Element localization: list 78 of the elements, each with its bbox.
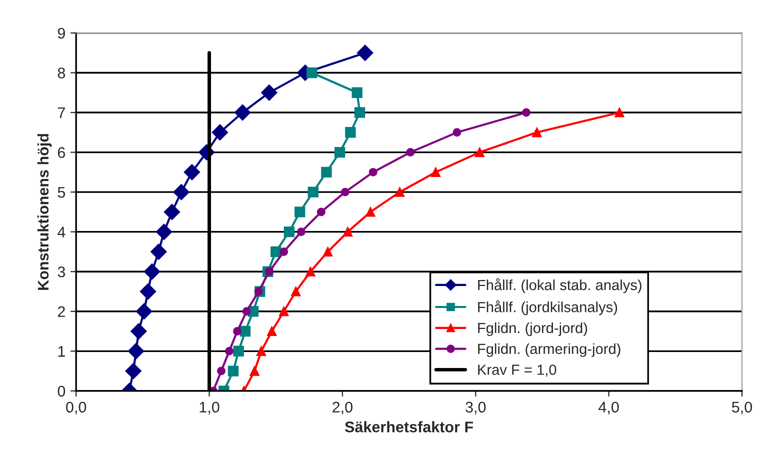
y-tick-label: 2 (58, 306, 65, 317)
point (345, 127, 356, 138)
point (233, 346, 244, 357)
point (140, 283, 156, 300)
point (474, 148, 484, 158)
point (296, 228, 306, 236)
point (532, 128, 542, 138)
point (150, 244, 167, 260)
x-tick-label: 4,0 (598, 402, 619, 414)
point (240, 326, 251, 337)
y-tick-label: 9 (58, 28, 65, 39)
x-tick-label: 3,0 (466, 402, 486, 414)
point (267, 326, 277, 336)
point (368, 168, 378, 176)
x-tick-label: 1,0 (200, 402, 220, 414)
y-tick-label: 6 (58, 147, 66, 158)
point (217, 366, 226, 376)
point (228, 366, 239, 376)
point (128, 343, 144, 360)
point (233, 327, 242, 336)
point (136, 303, 152, 320)
point (452, 128, 462, 137)
x-tick-label: 0,0 (66, 402, 86, 414)
point (164, 204, 180, 220)
point (342, 227, 353, 237)
point (294, 206, 306, 218)
point (279, 306, 289, 316)
point (357, 44, 374, 61)
y-tick-label: 3 (58, 266, 66, 278)
y-tick-label: 8 (58, 68, 66, 78)
point (321, 166, 332, 178)
point (250, 366, 260, 376)
point (280, 247, 288, 256)
point (354, 107, 366, 118)
point (406, 148, 415, 157)
point (242, 307, 251, 316)
point (234, 104, 251, 121)
point (366, 207, 376, 217)
point (125, 362, 142, 380)
legend-label: Fglidn. (armering-jord) (478, 343, 620, 357)
point (352, 87, 362, 98)
x-tick-label: 5,0 (732, 402, 752, 414)
x-tick-label: 2,0 (332, 402, 352, 414)
point (156, 224, 172, 240)
point (394, 187, 405, 197)
point (430, 167, 440, 177)
y-tick-label: 0 (58, 386, 66, 397)
point (284, 226, 295, 238)
point (256, 346, 266, 356)
legend-label: Fglidn. (jord-jord) (478, 322, 588, 336)
point (306, 67, 318, 78)
point (522, 108, 530, 117)
legend-label: Krav F = 1,0 (478, 364, 556, 377)
y-tick-label: 1 (58, 346, 65, 357)
point (323, 246, 333, 257)
point (173, 184, 190, 200)
point (184, 164, 200, 180)
point (316, 208, 326, 216)
point (614, 108, 624, 118)
point (212, 124, 228, 140)
y-tick-label: 7 (58, 108, 65, 118)
point (270, 246, 282, 258)
point (261, 84, 278, 101)
point (308, 186, 318, 198)
y-tick-label: 4 (58, 226, 66, 238)
point (334, 146, 346, 158)
point (225, 346, 234, 356)
point (340, 188, 350, 196)
y-axis-title: Konstruktionens höjd (37, 134, 52, 290)
point (291, 286, 301, 296)
legend-label: Fhållf. (lokal stab. analys) (478, 278, 642, 294)
point (254, 287, 263, 296)
legend-label: Fhållf. (jordkilsanalys) (478, 300, 618, 316)
y-tick-label: 5 (58, 187, 66, 198)
point (306, 266, 316, 276)
point (144, 264, 160, 280)
point (130, 323, 147, 340)
x-axis-title: Säkerhetsfaktor F (344, 421, 474, 432)
